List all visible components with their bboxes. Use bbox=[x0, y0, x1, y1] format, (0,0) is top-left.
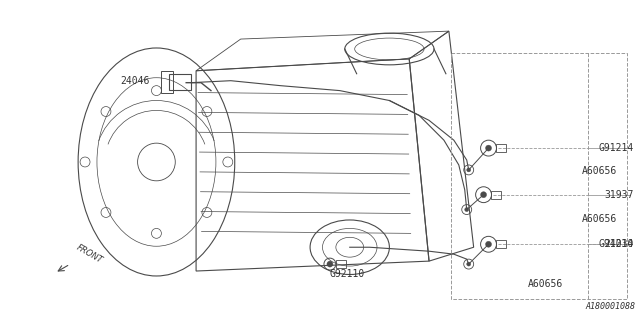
Text: A180001088: A180001088 bbox=[585, 302, 636, 311]
Text: G91214: G91214 bbox=[598, 239, 633, 249]
Bar bbox=[336, 260, 346, 268]
Circle shape bbox=[327, 261, 333, 267]
Bar bbox=[161, 71, 173, 92]
Bar bbox=[170, 74, 191, 90]
Bar bbox=[451, 53, 627, 299]
Circle shape bbox=[481, 192, 486, 198]
Circle shape bbox=[467, 168, 470, 172]
Text: FRONT: FRONT bbox=[75, 243, 104, 265]
Text: 31937: 31937 bbox=[604, 190, 633, 200]
Text: 24046: 24046 bbox=[120, 76, 150, 86]
Bar bbox=[492, 191, 501, 199]
Text: G91214: G91214 bbox=[598, 143, 633, 153]
Bar bbox=[497, 240, 506, 248]
Text: G92110: G92110 bbox=[330, 269, 365, 279]
Text: A60656: A60656 bbox=[582, 214, 618, 224]
Circle shape bbox=[486, 145, 492, 151]
Text: 24030: 24030 bbox=[604, 239, 633, 249]
Bar bbox=[497, 144, 506, 152]
Circle shape bbox=[467, 262, 470, 266]
Circle shape bbox=[465, 208, 468, 212]
Circle shape bbox=[486, 241, 492, 247]
Text: A60656: A60656 bbox=[582, 166, 618, 176]
Text: A60656: A60656 bbox=[528, 279, 563, 289]
